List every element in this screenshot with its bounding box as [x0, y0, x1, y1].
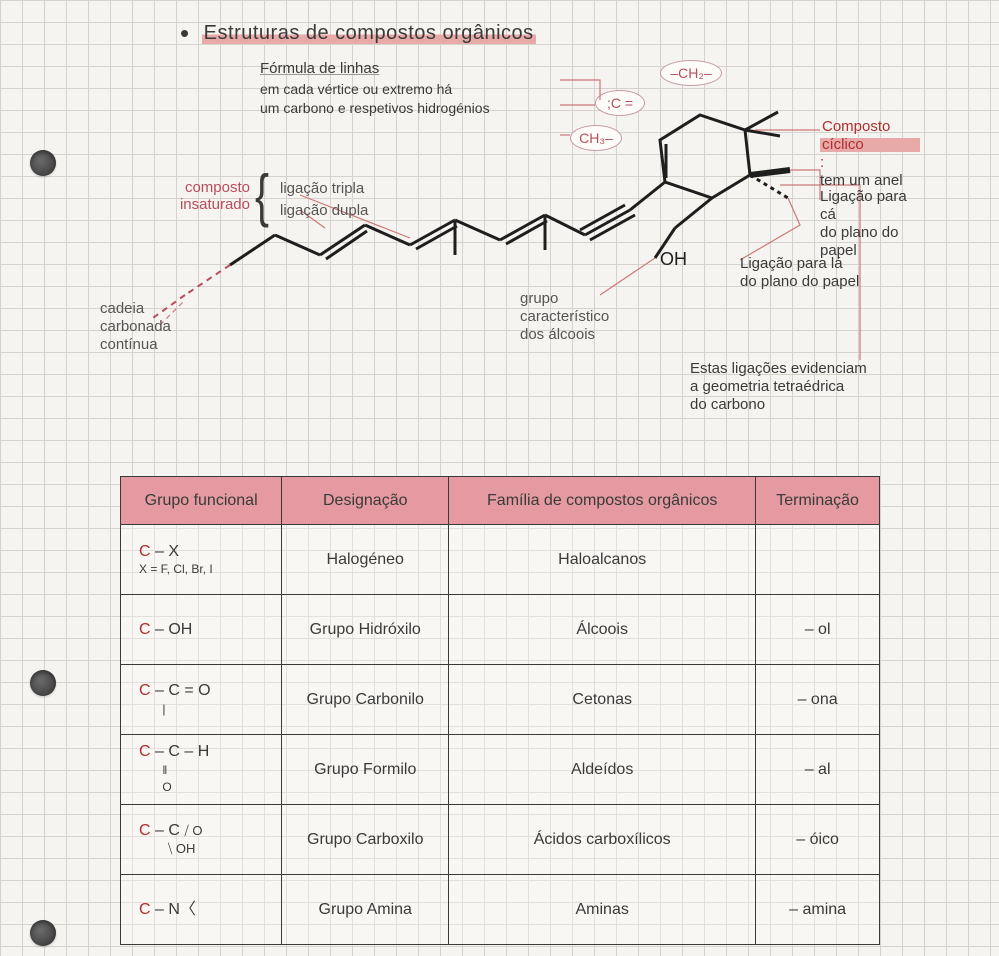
callout-ciclico: Composto cíclico: tem um anel — [820, 118, 920, 190]
table-row: C – OH Grupo Hidróxilo Álcoois – ol — [121, 595, 880, 665]
cell-formula: C – C ⧸ O ⧹ OH — [121, 805, 282, 875]
cell-desig: Grupo Carboxilo — [282, 805, 449, 875]
cell-formula: C – C = O | — [121, 665, 282, 735]
table-row: C – C – H ‖ O Grupo Formilo Aldeídos – a… — [121, 735, 880, 805]
cell-term: – amina — [756, 875, 880, 945]
cell-familia: Ácidos carboxílicos — [449, 805, 756, 875]
title-text: Estruturas de compostos orgânicos — [202, 22, 536, 45]
cell-desig: Halogéneo — [282, 525, 449, 595]
callout-ligacao-la: Ligação para ládo plano do papel — [740, 255, 859, 291]
label-lig-dupla: ligação dupla — [280, 202, 368, 220]
th-designacao: Designação — [282, 477, 449, 525]
page-title: • Estruturas de compostos orgânicos — [180, 18, 536, 49]
cell-formula: C – C – H ‖ O — [121, 735, 282, 805]
cell-desig: Grupo Hidróxilo — [282, 595, 449, 665]
cell-familia: Haloalcanos — [449, 525, 756, 595]
cell-formula: C – N〈 — [121, 875, 282, 945]
cell-desig: Grupo Carbonilo — [282, 665, 449, 735]
oh-label: OH — [660, 249, 687, 269]
cell-term: – ona — [756, 665, 880, 735]
label-grupo-alcoois: grupo característico dos álcoois — [520, 290, 609, 344]
brace-icon: { — [255, 162, 269, 229]
cell-formula: C C – X – X X = F, Cl, Br, I — [121, 525, 282, 595]
cell-term — [756, 525, 880, 595]
cell-desig: Grupo Amina — [282, 875, 449, 945]
molecule-diagram: –CH₂– ;C = CH₃– — [100, 60, 920, 420]
cell-familia: Álcoois — [449, 595, 756, 665]
cell-term: – óico — [756, 805, 880, 875]
cell-formula: C – OH — [121, 595, 282, 665]
table-row: C C – X – X X = F, Cl, Br, I Halogéneo H… — [121, 525, 880, 595]
callout-ligacao-ca: Ligação para cádo plano do papel — [820, 188, 920, 260]
table-row: C – C = O | Grupo Carbonilo Cetonas – on… — [121, 665, 880, 735]
table-body: C C – X – X X = F, Cl, Br, I Halogéneo H… — [121, 525, 880, 945]
functional-groups-table: Grupo funcional Designação Família de co… — [120, 476, 880, 945]
cell-familia: Aminas — [449, 875, 756, 945]
callout-tetra: Estas ligações evidenciam a geometria te… — [690, 360, 867, 414]
label-lig-tripla: ligação tripla — [280, 180, 364, 198]
table-header-row: Grupo funcional Designação Família de co… — [121, 477, 880, 525]
cell-desig: Grupo Formilo — [282, 735, 449, 805]
table-row: C – N〈 Grupo Amina Aminas – amina — [121, 875, 880, 945]
cell-familia: Aldeídos — [449, 735, 756, 805]
cell-term: – ol — [756, 595, 880, 665]
binder-hole — [30, 150, 56, 176]
binder-hole — [30, 920, 56, 946]
th-familia: Família de compostos orgânicos — [449, 477, 756, 525]
label-insaturado: compostoinsaturado — [130, 180, 250, 213]
binder-hole — [30, 670, 56, 696]
cell-familia: Cetonas — [449, 665, 756, 735]
th-terminacao: Terminação — [756, 477, 880, 525]
label-cadeia: cadeia carbonada contínua — [100, 300, 171, 354]
cell-term: – al — [756, 735, 880, 805]
th-grupo: Grupo funcional — [121, 477, 282, 525]
table-row: C – C ⧸ O ⧹ OH Grupo Carboxilo Ácidos ca… — [121, 805, 880, 875]
